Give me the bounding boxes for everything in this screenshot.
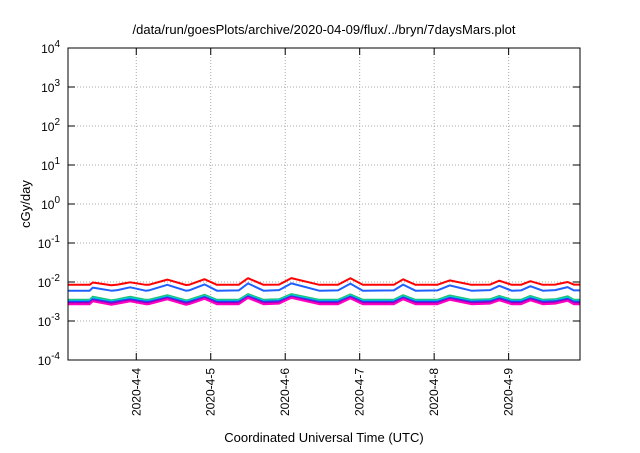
x-tick-label: 2020-4-9 <box>502 368 516 416</box>
series-layer <box>68 277 580 306</box>
y-tick-label: 10-1 <box>38 234 61 251</box>
y-tick-label: 102 <box>41 117 60 134</box>
series-line-7 <box>68 296 580 306</box>
y-tick-label: 100 <box>41 195 60 212</box>
x-tick-label: 2020-4-8 <box>427 368 441 416</box>
series-line-2 <box>68 282 580 292</box>
series-line-6 <box>68 296 580 305</box>
y-tick-label: 10-2 <box>38 273 61 290</box>
x-tick-label: 2020-4-7 <box>353 368 367 416</box>
y-tick-label: 10-3 <box>38 312 61 329</box>
series-line-1 <box>68 277 580 287</box>
chart-title: /data/run/goesPlots/archive/2020-04-09/f… <box>133 22 516 37</box>
y-tick-label: 103 <box>41 78 60 95</box>
y-tick-label: 104 <box>41 39 60 56</box>
series-line-5 <box>68 295 580 304</box>
tick-layer: 10-4 10-3 10-2 10-1 100 101 102 103 104 2020-4-4 2… <box>38 39 580 416</box>
x-tick-label: 2020-4-4 <box>129 368 143 416</box>
y-tick-label: 10-4 <box>38 351 61 368</box>
x-tick-label: 2020-4-6 <box>278 368 292 416</box>
y-axis-label: cGy/day <box>18 180 33 228</box>
x-tick-label: 2020-4-5 <box>204 368 218 416</box>
y-tick-label: 101 <box>41 156 60 173</box>
x-axis-label: Coordinated Universal Time (UTC) <box>224 430 423 445</box>
